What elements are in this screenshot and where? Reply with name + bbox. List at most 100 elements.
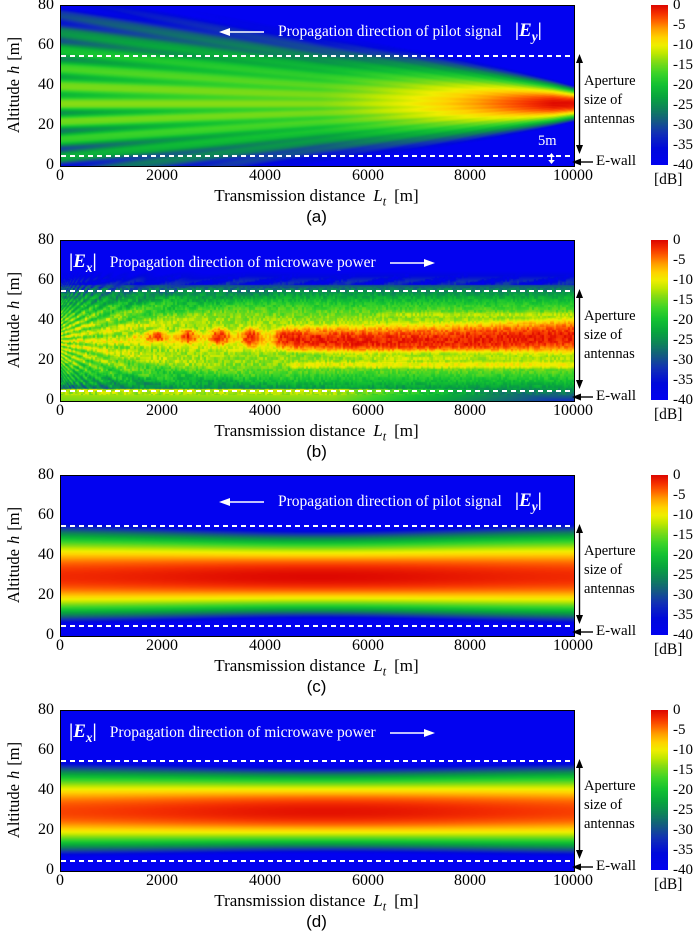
bar: |	[92, 721, 97, 742]
y-tick-label: 20	[38, 351, 54, 368]
x-tick-label: 4000	[249, 167, 281, 184]
heatmap-canvas	[61, 476, 574, 636]
y-tick-label: 0	[46, 391, 54, 408]
aperture-bottom-dashed-line	[61, 390, 574, 392]
aperture-size-label: Aperture size of antennas	[584, 777, 652, 834]
colorbar-tick-label: 0	[673, 702, 681, 718]
direction-text: Propagation direction of pilot signal	[278, 23, 502, 41]
e-wall-arrow-icon	[572, 863, 593, 870]
colorbar-tick-label: -40	[673, 627, 693, 643]
x-tick-label: 0	[56, 872, 64, 889]
panel-d: Altitudeh[m] 80 60 40 20 0 Propagation d…	[0, 701, 700, 940]
x-tick-label: 8000	[454, 872, 486, 889]
e-wall-label: E-wall	[572, 153, 636, 170]
aperture-size-line: antennas	[584, 346, 635, 362]
field-subscript: y	[531, 498, 538, 514]
colorbar-tick-label: -10	[673, 37, 693, 53]
y-tick-label: 80	[38, 0, 54, 13]
colorbar-tick-label: -15	[673, 292, 693, 308]
x-tick-label: 0	[56, 402, 64, 419]
heatmap-canvas	[61, 241, 574, 401]
colorbar-tick-label: -30	[673, 587, 693, 603]
x-axis-title: Transmission distance Lt [m]	[60, 421, 573, 444]
x-tick-label: 4000	[249, 402, 281, 419]
field-label: |Ey|	[515, 490, 542, 515]
panel-c: Altitudeh[m] 80 60 40 20 0 Propagation d…	[0, 466, 700, 705]
colorbar-tick-label: -30	[673, 352, 693, 368]
x-tick-label: 10000	[553, 167, 593, 184]
y-tick-label: 0	[46, 156, 54, 173]
field-letter: E	[519, 490, 532, 511]
x-axis-title: Transmission distance Lt [m]	[60, 186, 573, 209]
colorbar-tick-label: -5	[673, 487, 686, 503]
colorbar-tick-label: -35	[673, 372, 693, 388]
aperture-top-dashed-line	[61, 55, 574, 57]
aperture-size-line: size of	[584, 562, 623, 578]
heatmap-plot: Propagation direction of pilot signal |E…	[60, 5, 575, 167]
colorbar	[651, 475, 668, 635]
aperture-size-line: antennas	[584, 581, 635, 597]
colorbar-tick-label: -25	[673, 332, 693, 348]
left-arrow-icon	[219, 28, 264, 37]
heatmap-plot: Propagation direction of microwave power…	[60, 240, 575, 402]
x-tick-label: 10000	[553, 872, 593, 889]
colorbar-tick-label: -10	[673, 507, 693, 523]
x-tick-label: 0	[56, 637, 64, 654]
colorbar	[651, 5, 668, 165]
e-wall-arrow-icon	[572, 628, 593, 635]
colorbar-tick-label: -40	[673, 862, 693, 878]
field-letter: E	[519, 20, 532, 41]
x-tick-label: 8000	[454, 637, 486, 654]
aperture-extent-arrow-icon	[576, 289, 583, 389]
field-subscript: y	[531, 28, 538, 44]
colorbar-tick-label: 0	[673, 467, 681, 483]
colorbar-tick-label: -30	[673, 822, 693, 838]
aperture-top-dashed-line	[61, 290, 574, 292]
colorbar-tick-label: -20	[673, 782, 693, 798]
x-tick-label: 10000	[553, 402, 593, 419]
colorbar-unit: [dB]	[654, 171, 683, 188]
x-tick-label: 6000	[352, 637, 384, 654]
heatmap-plot: Propagation direction of pilot signal |E…	[60, 475, 575, 637]
direction-text: Propagation direction of pilot signal	[278, 493, 502, 511]
field-label: |Ex|	[69, 251, 97, 276]
y-tick-label: 20	[38, 116, 54, 133]
x-tick-label: 6000	[352, 402, 384, 419]
x-tick-label: 6000	[352, 167, 384, 184]
colorbar	[651, 240, 668, 400]
bar: |	[92, 251, 97, 272]
field-label: |Ey|	[515, 20, 542, 45]
y-tick-label: 20	[38, 821, 54, 838]
five-m-extent-arrow-icon	[548, 153, 555, 164]
x-tick-label: 8000	[454, 402, 486, 419]
colorbar-tick-label: -20	[673, 547, 693, 563]
right-arrow-icon	[389, 729, 435, 738]
x-axis-variable-subscript: t	[382, 429, 387, 444]
x-axis-variable-subscript: t	[382, 194, 387, 209]
x-tick-label: 2000	[146, 167, 178, 184]
aperture-size-line: Aperture	[584, 73, 636, 89]
colorbar-tick-label: -35	[673, 842, 693, 858]
x-tick-label: 4000	[249, 872, 281, 889]
colorbar	[651, 710, 668, 870]
colorbar-tick-label: -10	[673, 742, 693, 758]
e-wall-arrow-icon	[572, 158, 593, 165]
bar: |	[537, 490, 542, 511]
x-axis-variable: L	[373, 421, 383, 440]
y-axis-variable: h	[4, 535, 23, 544]
aperture-size-line: Aperture	[584, 308, 636, 324]
aperture-size-line: size of	[584, 797, 623, 813]
e-wall-text: E-wall	[596, 153, 636, 169]
left-arrow-icon	[219, 498, 264, 507]
colorbar-tick-label: -35	[673, 137, 693, 153]
y-tick-label: 0	[46, 626, 54, 643]
aperture-top-dashed-line	[61, 760, 574, 762]
e-wall-text: E-wall	[596, 858, 636, 874]
heatmap-plot: Propagation direction of microwave power…	[60, 710, 575, 872]
colorbar-tick-label: -25	[673, 802, 693, 818]
aperture-size-line: antennas	[584, 816, 635, 832]
colorbar-unit: [dB]	[654, 406, 683, 423]
field-letter: E	[73, 721, 86, 742]
e-wall-arrow-icon	[572, 393, 593, 400]
colorbar-tick-label: -5	[673, 252, 686, 268]
